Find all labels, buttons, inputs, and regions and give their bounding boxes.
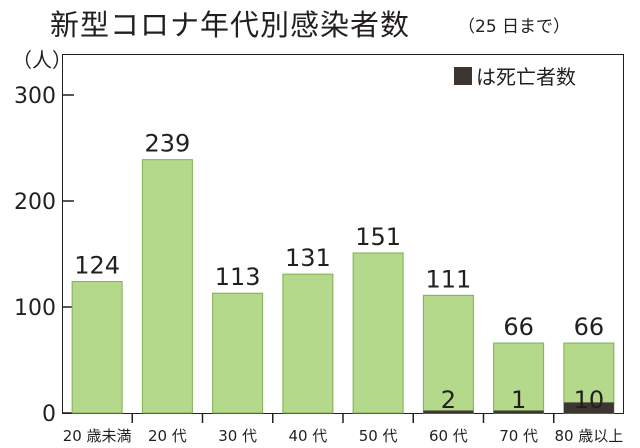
legend-label: は死亡者数 [476,65,576,89]
y-tick-label: 0 [42,402,56,427]
chart-subtitle: （25 日まで） [458,17,571,37]
bar [563,342,615,414]
bar-value-label: 124 [74,252,120,280]
category-label: 40 代 [288,427,327,445]
death-value-label: 10 [574,386,605,414]
bar [493,342,545,414]
chart-title: 新型コロナ年代別感染者数 [50,8,411,42]
bar [141,159,193,414]
death-bar [423,410,474,413]
bar [352,252,404,414]
bar-value-label: 66 [574,313,605,341]
category-label: 50 代 [359,427,398,445]
bar-value-label: 66 [503,313,534,341]
bar-value-label: 151 [355,223,401,251]
category-label: 80 歳以上 [554,427,623,445]
legend: は死亡者数 [454,61,576,90]
death-bar [563,402,614,413]
category-label: 20 歳未満 [63,427,132,445]
bar-value-label: 131 [285,244,331,272]
death-value-label: 1 [511,386,526,414]
y-tick-label: 300 [14,84,56,109]
bar [71,281,123,414]
category-label: 30 代 [218,427,257,445]
death-value-label: 2 [441,386,456,414]
category-label: 60 代 [429,427,468,445]
death-bar [493,410,544,413]
bar [212,292,264,414]
bar-value-label: 239 [144,130,190,158]
bar-value-label: 111 [425,265,471,293]
category-label: 20 代 [148,427,187,445]
y-tick-label: 100 [14,296,56,321]
y-tick-label: 200 [14,190,56,215]
category-label: 70 代 [499,427,538,445]
legend-swatch-death [454,66,472,85]
bar [282,273,334,414]
bar-value-label: 113 [215,263,261,291]
